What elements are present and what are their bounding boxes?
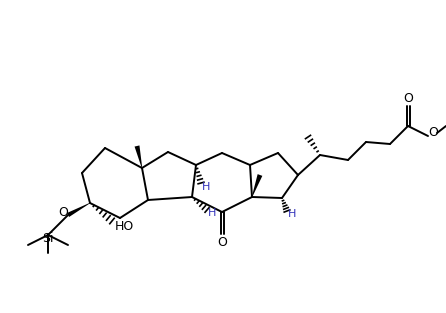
Text: O: O — [217, 237, 227, 249]
Text: O: O — [428, 126, 438, 140]
Text: O: O — [403, 91, 413, 105]
Text: H: H — [288, 209, 296, 219]
Polygon shape — [252, 174, 262, 197]
Text: Si: Si — [42, 233, 54, 245]
Text: O: O — [58, 206, 68, 218]
Polygon shape — [67, 203, 90, 217]
Polygon shape — [135, 146, 142, 168]
Text: HO: HO — [114, 219, 134, 233]
Text: H: H — [208, 208, 216, 218]
Text: H: H — [202, 182, 210, 192]
